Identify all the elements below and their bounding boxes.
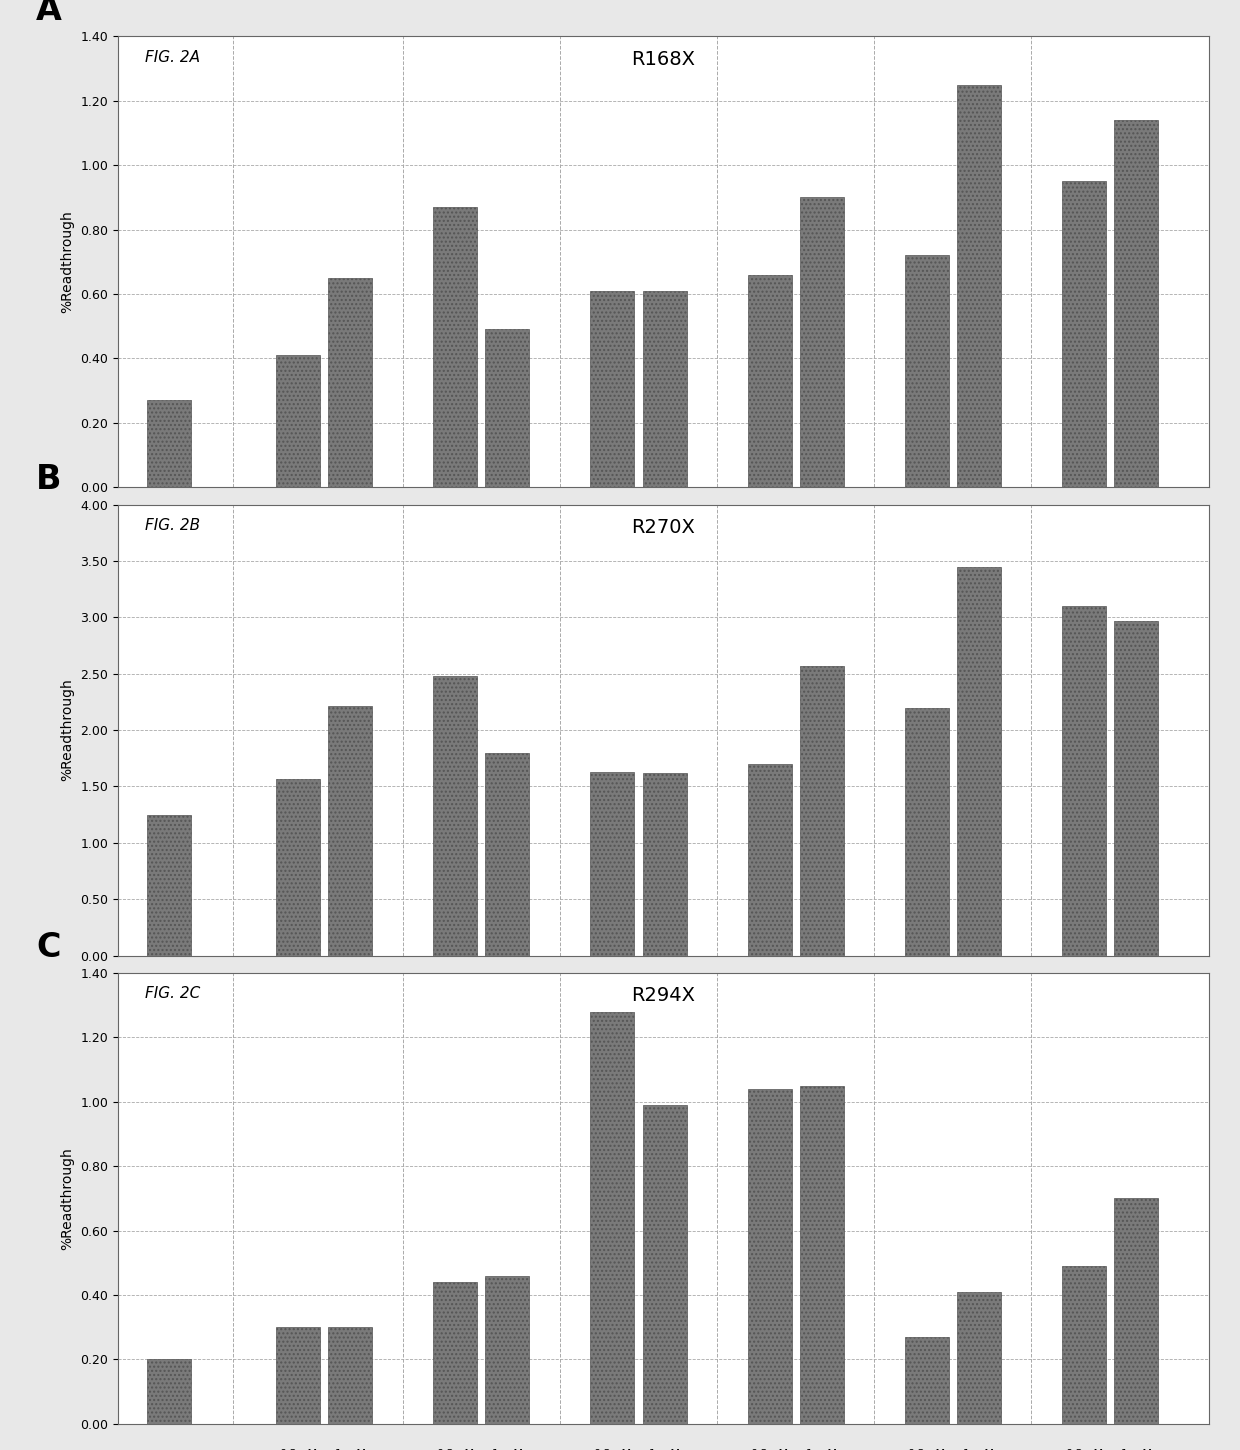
Bar: [277, 1327, 320, 1424]
Text: NB146: NB146: [618, 1012, 660, 1025]
Text: 0.3mM: 0.3mM: [594, 512, 631, 522]
Text: 1 mM: 1 mM: [963, 980, 994, 990]
Text: NB145: NB145: [460, 544, 502, 557]
Text: 0.3mM: 0.3mM: [750, 980, 789, 990]
Text: NB152: NB152: [1089, 1012, 1131, 1025]
Bar: [957, 1292, 1001, 1424]
Bar: [1061, 181, 1106, 487]
Bar: [433, 1282, 477, 1424]
Bar: [329, 278, 372, 487]
Bar: [329, 1327, 372, 1424]
Text: NB150: NB150: [775, 1012, 817, 1025]
Text: 1 mM: 1 mM: [492, 512, 523, 522]
Text: 1 mM: 1 mM: [1121, 512, 1152, 522]
Y-axis label: %Readthrough: %Readthrough: [61, 679, 74, 782]
Bar: [905, 1337, 949, 1424]
Y-axis label: %Readthrough: %Readthrough: [61, 1147, 74, 1250]
Text: 0.3mM: 0.3mM: [279, 512, 317, 522]
Bar: [905, 708, 949, 956]
Text: 0.3mM: 0.3mM: [908, 980, 946, 990]
Bar: [329, 706, 372, 956]
Bar: [590, 1012, 635, 1424]
Bar: [1115, 1199, 1158, 1424]
Text: R294X: R294X: [631, 986, 696, 1005]
Text: 0.3mM: 0.3mM: [436, 512, 474, 522]
Text: A: A: [36, 0, 62, 28]
Text: control: control: [146, 1012, 190, 1025]
Text: 1 mM: 1 mM: [649, 980, 680, 990]
Text: NB145: NB145: [460, 1012, 502, 1025]
Text: NB150: NB150: [775, 544, 817, 557]
Bar: [957, 84, 1001, 487]
Bar: [1115, 621, 1158, 956]
Text: R168X: R168X: [631, 49, 696, 68]
Text: 1 mM: 1 mM: [335, 980, 366, 990]
Bar: [433, 676, 477, 956]
Bar: [748, 274, 791, 487]
Text: 0.3mM: 0.3mM: [908, 512, 946, 522]
Text: NB151: NB151: [932, 544, 973, 557]
Bar: [590, 771, 635, 956]
Text: C: C: [36, 931, 61, 964]
Bar: [748, 1089, 791, 1424]
Text: NB144: NB144: [304, 1012, 345, 1025]
Bar: [485, 1276, 529, 1424]
Text: 0.3mM: 0.3mM: [1065, 980, 1104, 990]
Bar: [800, 197, 843, 487]
Text: control: control: [146, 544, 190, 557]
Bar: [642, 773, 687, 956]
Text: 1 mM: 1 mM: [492, 980, 523, 990]
Bar: [277, 779, 320, 956]
Text: 0.3mM: 0.3mM: [436, 980, 474, 990]
Text: 1 mM: 1 mM: [806, 512, 837, 522]
Bar: [957, 567, 1001, 956]
Y-axis label: %Readthrough: %Readthrough: [61, 210, 74, 313]
Text: NB151: NB151: [932, 1012, 973, 1025]
Bar: [748, 764, 791, 956]
Bar: [433, 207, 477, 487]
Bar: [277, 355, 320, 487]
Bar: [1061, 606, 1106, 956]
Bar: [642, 1105, 687, 1424]
Text: NB152: NB152: [1089, 544, 1131, 557]
Text: 0.3mM: 0.3mM: [750, 512, 789, 522]
Bar: [800, 666, 843, 956]
Bar: [146, 400, 191, 487]
Bar: [905, 255, 949, 487]
Bar: [1115, 120, 1158, 487]
Text: B: B: [36, 463, 62, 496]
Text: 1 mM: 1 mM: [335, 512, 366, 522]
Bar: [1061, 1266, 1106, 1424]
Bar: [642, 290, 687, 487]
Text: 1 mM: 1 mM: [649, 512, 680, 522]
Text: FIG. 2A: FIG. 2A: [145, 49, 200, 65]
Text: 1 mM: 1 mM: [963, 512, 994, 522]
Bar: [485, 753, 529, 956]
Text: R270X: R270X: [631, 518, 696, 536]
Text: 0.3mM: 0.3mM: [1065, 512, 1104, 522]
Bar: [800, 1086, 843, 1424]
Text: 0.3mM: 0.3mM: [279, 980, 317, 990]
Bar: [146, 815, 191, 956]
Bar: [146, 1360, 191, 1424]
Bar: [590, 290, 635, 487]
Text: 1 mM: 1 mM: [806, 980, 837, 990]
Text: FIG. 2C: FIG. 2C: [145, 986, 201, 1002]
Text: 0.3mM: 0.3mM: [594, 980, 631, 990]
Text: 1 mM: 1 mM: [1121, 980, 1152, 990]
Text: NB146: NB146: [618, 544, 660, 557]
Text: NB144: NB144: [304, 544, 345, 557]
Text: FIG. 2B: FIG. 2B: [145, 518, 200, 534]
Bar: [485, 329, 529, 487]
